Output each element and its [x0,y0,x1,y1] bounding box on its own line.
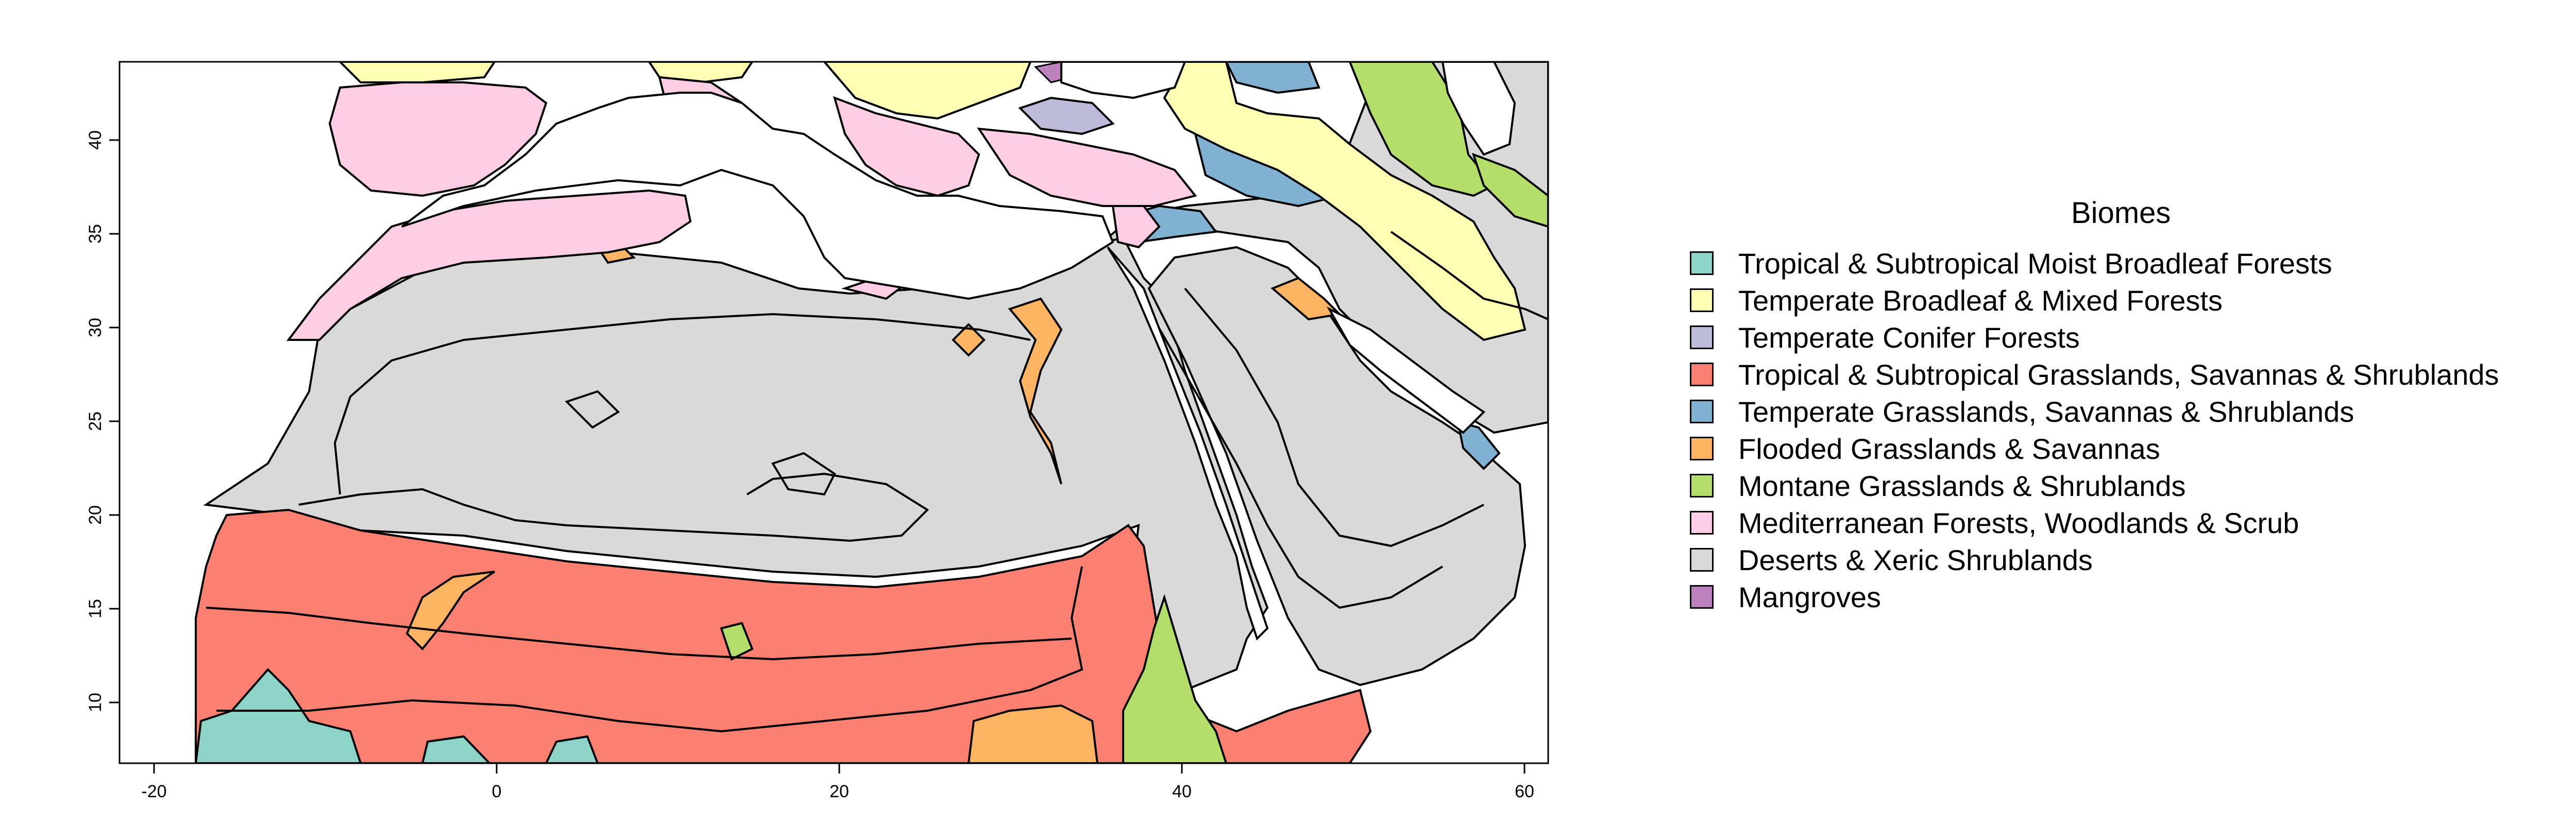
legend-item: Mangroves [1690,578,2566,615]
legend-item: Montane Grasslands & Shrublands [1690,467,2566,504]
region-montane-air [720,622,754,661]
region-montane-ethiopia [1122,594,1228,763]
legend-item: Flooded Grasslands & Savannas [1690,430,2566,467]
legend-swatch [1690,325,1714,349]
region-tropical-moist-3 [545,735,599,763]
x-axis [153,763,1526,774]
legend-label: Deserts & Xeric Shrublands [1738,543,2093,576]
mediterranean-sea [401,92,1114,300]
legend-item: Temperate Broadleaf & Mixed Forests [1690,282,2566,319]
legend-item: Tropical & Subtropical Moist Broadleaf F… [1690,245,2566,282]
legend-swatch [1690,474,1714,497]
region-temperate-conifer-balkans [1018,96,1115,135]
region-tropical-moist-2 [421,735,491,763]
region-mediterranean-anatolia [976,127,1197,207]
legend-label: Temperate Conifer Forests [1738,321,2080,354]
legend-label: Flooded Grasslands & Savannas [1738,432,2160,465]
region-tropical-moist [194,668,362,763]
region-mediterranean-maghreb [286,189,692,341]
ecoregion-boundary-sahara-inner [333,313,1031,495]
y-tick-label: 35 [86,224,105,244]
red-sea [1107,246,1269,641]
legend-swatch [1690,251,1714,275]
region-montane-zagros [1471,152,1548,228]
legend-swatch [1690,288,1714,312]
legend-swatch [1690,363,1714,386]
legend-label: Mediterranean Forests, Woodlands & Scrub [1738,506,2299,539]
legend-item: Temperate Conifer Forests [1690,319,2566,356]
x-tick-label: 20 [829,782,849,801]
legend-title: Biomes [2071,196,2171,230]
x-tick-label: -20 [141,782,166,801]
ecoregion-boundary-arabia-1 [1153,319,1444,609]
y-tick-label: 15 [86,599,105,619]
legend-label: Tropical & Subtropical Grasslands, Savan… [1738,358,2499,391]
legend-label: Montane Grasslands & Shrublands [1738,469,2186,502]
region-temperate-broadleaf-anatolia [1163,62,1527,341]
y-tick-label: 30 [86,318,105,337]
region-temperate-grasslands-north [1225,62,1320,94]
legend-swatch [1690,511,1714,535]
black-sea [1060,62,1187,99]
region-flooded-mesopotamia [1270,277,1342,321]
persian-gulf [1326,306,1486,434]
legend-swatch [1690,437,1714,460]
legend-swatch [1690,585,1714,609]
map-regions [120,62,1548,763]
legend-item: Mediterranean Forests, Woodlands & Scrub [1690,504,2566,541]
legend-swatch [1690,548,1714,572]
y-tick-label: 25 [86,411,105,431]
y-tick-label: 40 [86,130,105,150]
region-temperate-broadleaf-balkans [823,62,1032,120]
legend: Biomes Tropical & Subtropical Moist Broa… [1690,196,2566,615]
legend-label: Temperate Broadleaf & Mixed Forests [1738,284,2223,317]
legend-item: Temperate Grasslands, Savannas & Shrubla… [1690,393,2566,430]
region-mediterranean-levant [1111,205,1161,249]
region-temperate-broadleaf-italy [648,62,754,84]
region-flooded-nile [1008,297,1063,485]
x-tick-label: 40 [1172,782,1192,801]
y-tick-label: 10 [86,693,105,712]
legend-item: Deserts & Xeric Shrublands [1690,541,2566,578]
ecoregion-boundary-arabia-2 [1184,287,1484,547]
legend-swatch [1690,400,1714,423]
region-mediterranean-iberia [328,81,548,197]
legend-label: Tropical & Subtropical Moist Broadleaf F… [1738,247,2332,280]
legend-label: Temperate Grasslands, Savannas & Shrubla… [1738,395,2354,428]
ecoregion-boundary-sahara-south [298,472,929,542]
ecoregion-boundary-iran [1390,231,1548,320]
ecoregion-boundary-sahel-south [216,566,1083,733]
x-tick-label: 60 [1515,782,1534,801]
legend-items: Tropical & Subtropical Moist Broadleaf F… [1690,245,2566,615]
y-axis [109,139,120,703]
region-temperate-grasslands-gulf [1456,421,1501,470]
y-tick-label: 20 [86,505,105,525]
ecoregion-boundary-sahel-mid [206,607,1072,661]
caspian-sea [1441,62,1516,156]
ecoregion-boundary-tibesti [771,452,836,496]
region-flooded-delta [952,323,986,357]
region-flooded-sudd [967,704,1099,763]
plot-frame [118,61,1549,764]
region-temperate-broadleaf-iberia-north [338,62,496,83]
ecoregion-boundary-libya-inner [565,390,620,429]
region-mediterranean-greece [833,96,980,197]
legend-item: Tropical & Subtropical Grasslands, Savan… [1690,356,2566,393]
legend-label: Mangroves [1738,580,1882,613]
x-tick-label: 0 [492,782,502,801]
